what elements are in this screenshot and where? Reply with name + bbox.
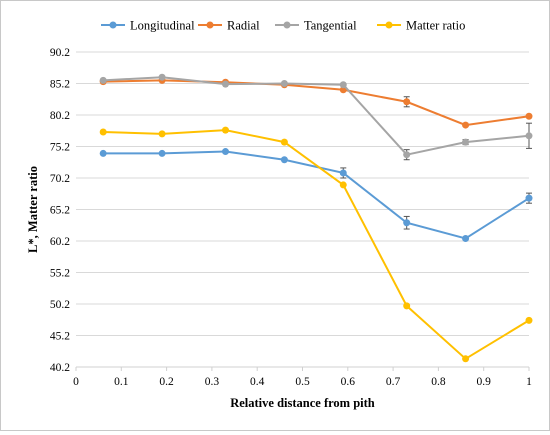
series-lines xyxy=(99,73,533,363)
data-point xyxy=(99,76,107,84)
data-point xyxy=(462,234,470,242)
y-tick-labels: 40.2 45.2 50.2 55.2 60.2 65.2 70.2 75.2 80.2 85.2… xyxy=(50,47,70,374)
data-point xyxy=(158,73,166,81)
y-tick-label: 70.2 xyxy=(50,173,70,185)
data-point xyxy=(99,149,107,157)
x-tick-label: 0.3 xyxy=(205,376,220,388)
y-tick-label: 50.2 xyxy=(50,299,70,311)
x-tick-label: 0 xyxy=(73,376,79,388)
data-point xyxy=(221,126,229,134)
y-tick-label: 85.2 xyxy=(50,79,70,91)
data-point xyxy=(158,149,166,157)
series-line xyxy=(103,129,530,361)
data-point xyxy=(525,194,533,202)
y-tick-label: 65.2 xyxy=(50,205,70,217)
x-tick-label: 0.6 xyxy=(341,376,356,388)
x-axis-title: Relative distance from pith xyxy=(230,396,375,410)
x-tick-label: 0.9 xyxy=(477,376,492,388)
x-tick-label: 0.4 xyxy=(250,376,265,388)
data-point xyxy=(462,121,470,129)
y-tick-label: 80.2 xyxy=(50,110,70,122)
data-point xyxy=(525,316,533,324)
gridlines xyxy=(76,51,529,336)
x-tick-label: 0.2 xyxy=(159,376,174,388)
legend-label: Radial xyxy=(227,19,260,33)
series-longitudinal xyxy=(99,148,533,242)
data-point xyxy=(280,156,288,164)
legend-entry: Tangential xyxy=(275,19,357,33)
data-point xyxy=(403,151,411,159)
y-tick-label: 55.2 xyxy=(50,268,70,280)
legend-entry: Matter ratio xyxy=(377,19,465,33)
legend-swatch-marker xyxy=(385,21,393,29)
y-axis-title: L*, Matter ratio xyxy=(26,166,40,253)
data-point xyxy=(158,130,166,138)
data-point xyxy=(280,80,288,87)
x-tick-label: 0.8 xyxy=(431,376,446,388)
data-point xyxy=(339,181,347,189)
x-tick-label: 0.5 xyxy=(295,376,310,388)
data-point xyxy=(280,138,288,146)
x-tick-label: 1 xyxy=(526,376,532,388)
legend-label: Matter ratio xyxy=(406,19,465,33)
data-point xyxy=(339,81,347,89)
data-point xyxy=(221,148,229,156)
y-tick-label: 40.2 xyxy=(50,362,70,374)
series-matter-ratio xyxy=(99,126,533,363)
data-point xyxy=(403,98,411,106)
data-point xyxy=(339,169,347,177)
legend-label: Longitudinal xyxy=(130,19,195,33)
legend-swatch-marker xyxy=(109,21,117,29)
data-point xyxy=(525,112,533,120)
y-tick-label: 75.2 xyxy=(50,142,70,154)
series-line xyxy=(103,76,530,156)
data-point xyxy=(221,80,229,88)
series-line xyxy=(103,150,530,240)
x-tick-label: 0.7 xyxy=(386,376,401,388)
data-point xyxy=(403,302,411,310)
data-point xyxy=(403,219,411,227)
legend-entry: Radial xyxy=(198,19,260,33)
legend-label: Tangential xyxy=(304,19,357,33)
y-tick-label: 60.2 xyxy=(50,236,70,248)
y-tick-label: 90.2 xyxy=(50,47,70,59)
x-tick-label: 0.1 xyxy=(114,376,129,388)
y-tick-label: 45.2 xyxy=(50,331,70,343)
legend-entry: Longitudinal xyxy=(101,19,195,33)
x-tick-labels: 0 0.1 0.2 0.3 0.4 0.5 0.6 0.7 0.8 0.9 1 xyxy=(73,367,532,388)
legend: Longitudinal Radial Tangential Matter ratio xyxy=(101,19,465,33)
data-point xyxy=(462,138,470,146)
legend-swatch-marker xyxy=(206,21,214,29)
series-tangential xyxy=(99,73,533,161)
data-point xyxy=(99,128,107,136)
data-point xyxy=(525,132,533,140)
legend-swatch-marker xyxy=(283,21,291,29)
data-point xyxy=(462,355,470,363)
series-line xyxy=(103,79,530,127)
